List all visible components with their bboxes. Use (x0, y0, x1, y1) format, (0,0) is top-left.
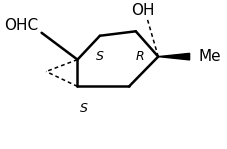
Text: OH: OH (131, 3, 154, 18)
Text: S: S (80, 102, 88, 115)
Text: OHC: OHC (4, 18, 38, 33)
Text: R: R (136, 50, 145, 63)
Text: S: S (96, 50, 104, 63)
Polygon shape (158, 53, 190, 60)
Text: Me: Me (199, 49, 221, 64)
